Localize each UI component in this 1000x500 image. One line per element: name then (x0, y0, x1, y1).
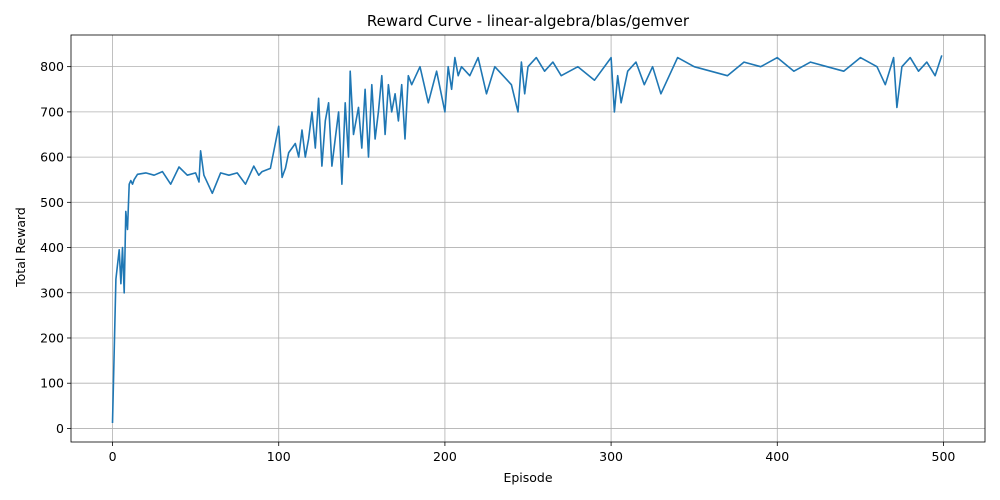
y-tick-label: 700 (40, 104, 64, 119)
x-tick-label: 0 (109, 449, 117, 464)
axis-ticks (67, 66, 944, 446)
y-tick-label: 0 (56, 421, 64, 436)
y-tick-label: 100 (40, 376, 64, 391)
y-tick-label: 400 (40, 240, 64, 255)
reward-series-line (111, 55, 943, 424)
chart-title: Reward Curve - linear-algebra/blas/gemve… (367, 12, 690, 30)
x-tick-label: 300 (599, 449, 623, 464)
y-tick-label: 300 (40, 285, 64, 300)
x-axis-title: Episode (503, 470, 552, 485)
x-tick-label: 500 (932, 449, 956, 464)
x-tick-label: 100 (267, 449, 291, 464)
y-tick-label: 200 (40, 330, 64, 345)
tick-labels: 0 100 200 300 400 500 0 100 200 300 400 500 600 700 80… (40, 59, 955, 464)
y-axis-title: Total Reward (13, 207, 28, 288)
grid-lines (71, 35, 985, 442)
plot-frame (70, 34, 986, 443)
x-tick-label: 400 (765, 449, 789, 464)
y-tick-label: 600 (40, 150, 64, 165)
y-tick-label: 500 (40, 195, 64, 210)
x-tick-label: 200 (433, 449, 457, 464)
y-tick-label: 800 (40, 59, 64, 74)
